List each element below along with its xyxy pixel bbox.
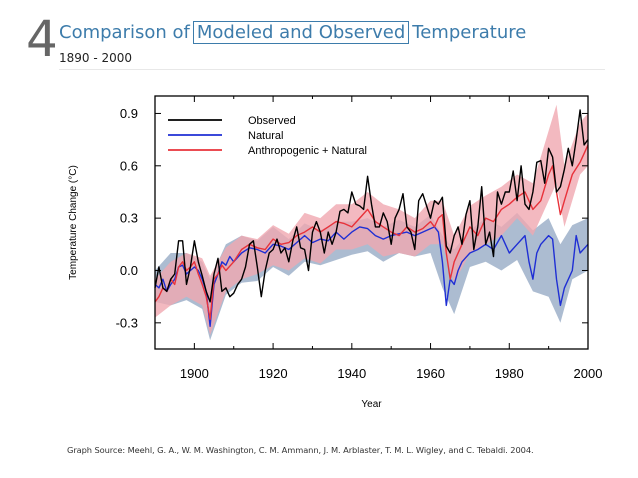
legend-label: Anthropogenic + Natural (248, 145, 367, 157)
chart-legend: Observed Natural Anthropogenic + Natural (168, 115, 367, 157)
x-tick-label: 1920 (259, 366, 288, 381)
band-anthropogenic-natural (155, 104, 588, 335)
legend-label: Natural (248, 130, 283, 142)
title-prefix: Comparison of (59, 22, 190, 43)
y-tick-label: 0.9 (120, 106, 138, 121)
legend-label: Observed (248, 115, 296, 127)
x-tick-label: 1940 (337, 366, 366, 381)
x-tick-label: 1960 (416, 366, 445, 381)
y-tick-label: 0.6 (120, 158, 138, 173)
source-citation: Graph Source: Meehl, G. A., W. M. Washin… (67, 445, 534, 455)
uncertainty-bands (155, 104, 588, 341)
series-line-observed (154, 109, 589, 303)
y-tick-label: 0.0 (120, 263, 138, 278)
plot-frame (154, 95, 589, 350)
x-tick-label: 2000 (574, 366, 603, 381)
y-axis-title: Temperature Change (°C) (68, 165, 79, 280)
x-tick-label: 1980 (495, 366, 524, 381)
x-tick-label: 1900 (180, 366, 209, 381)
header-divider (59, 69, 605, 70)
slide-title: Comparison of Modeled and Observed Tempera… (59, 21, 527, 44)
y-tick-label: 0.3 (120, 211, 138, 226)
series-lines (154, 109, 589, 327)
series-line-anthropogenic-natural (154, 144, 589, 320)
date-range: 1890 - 2000 (59, 51, 133, 65)
y-tick-labels: -0.3 0.0 0.3 0.6 0.9 (116, 106, 138, 330)
axis-ticks (154, 96, 589, 349)
y-tick-label: -0.3 (116, 315, 138, 330)
slide-header: 4 Comparison of Modeled and Observed Tempe… (0, 0, 638, 80)
title-boxed-text: Modeled and Observed (192, 21, 410, 44)
title-suffix: Temperature (412, 22, 527, 43)
x-axis-title: Year (361, 399, 382, 410)
x-tick-labels: 1900 1920 1940 1960 1980 2000 (180, 366, 603, 381)
slide-number: 4 (26, 10, 58, 68)
